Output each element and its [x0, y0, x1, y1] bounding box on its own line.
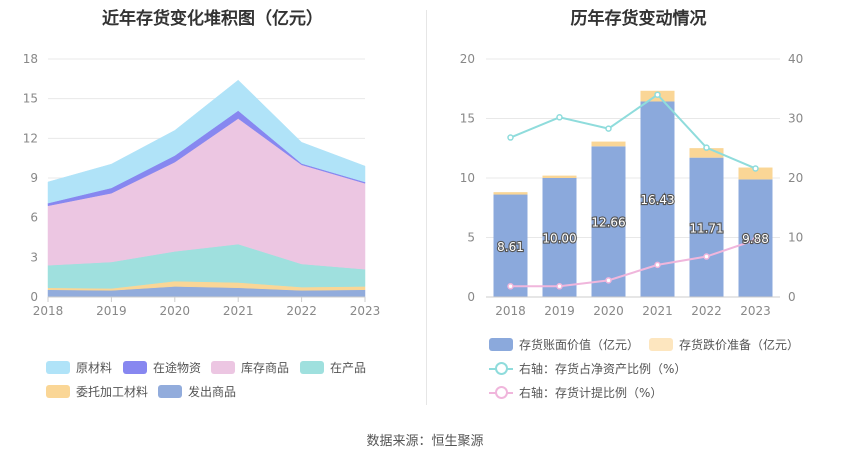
line-point [605, 125, 612, 132]
data-source: 数据来源：恒生聚源 [366, 434, 484, 449]
line-point [654, 261, 661, 269]
legend-line-swatch [489, 386, 513, 399]
bar-value-label: 9.88 [742, 232, 769, 246]
x-tick-label: 2021 [223, 304, 254, 318]
legend-label: 在产品 [330, 361, 367, 375]
legend-label: 存货跌价准备（亿元） [679, 338, 800, 352]
line-point [703, 253, 710, 260]
left-chart-title: 近年存货变化堆积图（亿元） [102, 9, 323, 29]
legend-swatch [46, 361, 70, 374]
right-chart-panel: 历年存货变动情况 0 5 10 15 20 0 10 20 30 40 2018 2019 2020 20… [427, 0, 850, 410]
line-point [752, 236, 759, 244]
bar-impairment-reserve [493, 192, 528, 195]
y-tick-label: 6 [30, 211, 38, 225]
legend-item-goods-in-transit[interactable]: 在途物资 [123, 359, 201, 376]
bar-impairment-reserve [738, 167, 773, 180]
legend-item-goods-shipped[interactable]: 发出商品 [158, 383, 236, 400]
y-tick-label: 5 [467, 231, 475, 245]
bar-value-label: 10.00 [542, 232, 576, 246]
line-point [507, 283, 514, 290]
x-tick-label: 2019 [96, 304, 127, 318]
stacked-area-chart: 0 3 6 9 12 15 18 2018 2019 2020 2021 2022 2023 [23, 52, 381, 318]
y-tick-label: 15 [460, 112, 475, 126]
y2-tick-label: 10 [788, 231, 803, 245]
bar-book-value [493, 194, 528, 297]
x-tick-label: 2021 [642, 304, 673, 318]
line-point [654, 91, 661, 98]
panel-divider [426, 10, 427, 405]
y-tick-label: 20 [460, 52, 475, 66]
legend-item-provision-ratio[interactable]: 右轴：存货计提比例（%） [489, 384, 662, 401]
legend-swatch [300, 361, 324, 374]
y-tick-label: 15 [23, 92, 38, 106]
legend-swatch [46, 385, 70, 398]
y-tick-label: 0 [467, 290, 475, 304]
x-tick-label: 2023 [350, 304, 381, 318]
left-chart-panel: 近年存货变化堆积图（亿元） 0 3 6 9 12 15 18 2018 2019 2020 2021… [0, 0, 425, 410]
x-tick-label: 2018 [33, 304, 64, 318]
y-tick-label: 9 [30, 171, 38, 185]
legend-item-consigned-materials[interactable]: 委托加工材料 [46, 383, 148, 400]
legend-swatch [211, 361, 235, 374]
line-point [703, 144, 710, 151]
y-tick-label: 0 [30, 290, 38, 304]
legend-item-book-value[interactable]: 存货账面价值（亿元） [489, 336, 639, 353]
bar-line-chart: 0 5 10 15 20 0 10 20 30 40 2018 2019 2020 2021 2022 202… [460, 52, 804, 318]
y2-tick-label: 40 [788, 52, 803, 66]
line-point [752, 165, 759, 172]
bar-impairment-reserve [542, 175, 577, 178]
bar-value-label: 8.61 [497, 240, 524, 254]
line-point [507, 134, 514, 141]
legend-swatch [649, 338, 673, 351]
line-point [556, 283, 563, 290]
legend-label: 右轴：存货占净资产比例（%） [519, 362, 687, 376]
line-point [605, 277, 612, 284]
legend-swatch [489, 338, 513, 351]
legend-label: 在途物资 [153, 361, 202, 375]
bar-impairment-reserve [689, 148, 724, 158]
y-tick-label: 12 [23, 131, 38, 145]
x-tick-label: 2020 [160, 304, 191, 318]
line-series [510, 93, 756, 170]
legend-item-raw-materials[interactable]: 原材料 [46, 359, 112, 376]
y2-tick-label: 20 [788, 171, 803, 185]
legend-label: 发出商品 [188, 385, 237, 399]
bar-value-label: 11.71 [689, 221, 723, 235]
y-tick-label: 10 [460, 171, 475, 185]
bar-book-value [591, 146, 626, 297]
y-tick-label: 18 [23, 52, 38, 66]
bar-book-value [542, 178, 577, 297]
x-tick-label: 2023 [740, 304, 771, 318]
y2-tick-label: 30 [788, 112, 803, 126]
legend-item-finished-goods[interactable]: 库存商品 [211, 359, 289, 376]
y-tick-label: 3 [30, 250, 38, 264]
x-tick-label: 2020 [593, 304, 624, 318]
legend-item-net-asset-ratio[interactable]: 右轴：存货占净资产比例（%） [489, 360, 686, 377]
x-tick-label: 2019 [544, 304, 575, 318]
legend-label: 右轴：存货计提比例（%） [519, 386, 663, 400]
legend-label: 委托加工材料 [76, 385, 149, 399]
legend-swatch [123, 361, 147, 374]
legend-label: 库存商品 [241, 361, 290, 375]
legend-swatch [158, 385, 182, 398]
right-chart-title: 历年存货变动情况 [570, 9, 707, 29]
x-tick-label: 2018 [495, 304, 526, 318]
bar-value-label: 12.66 [591, 216, 625, 230]
legend-item-work-in-progress[interactable]: 在产品 [300, 359, 366, 376]
legend-label: 原材料 [76, 361, 113, 375]
y2-tick-label: 0 [788, 290, 796, 304]
line-series [510, 238, 756, 288]
legend-item-impairment-reserve[interactable]: 存货跌价准备（亿元） [649, 336, 799, 353]
legend-label: 存货账面价值（亿元） [519, 338, 640, 352]
bar-impairment-reserve [591, 141, 626, 147]
area-series [47, 79, 366, 204]
legend-line-swatch [489, 362, 513, 375]
x-tick-label: 2022 [286, 304, 317, 318]
x-tick-label: 2022 [691, 304, 722, 318]
bar-value-label: 16.43 [640, 193, 674, 207]
line-point [556, 114, 563, 121]
bar-book-value [689, 157, 724, 297]
